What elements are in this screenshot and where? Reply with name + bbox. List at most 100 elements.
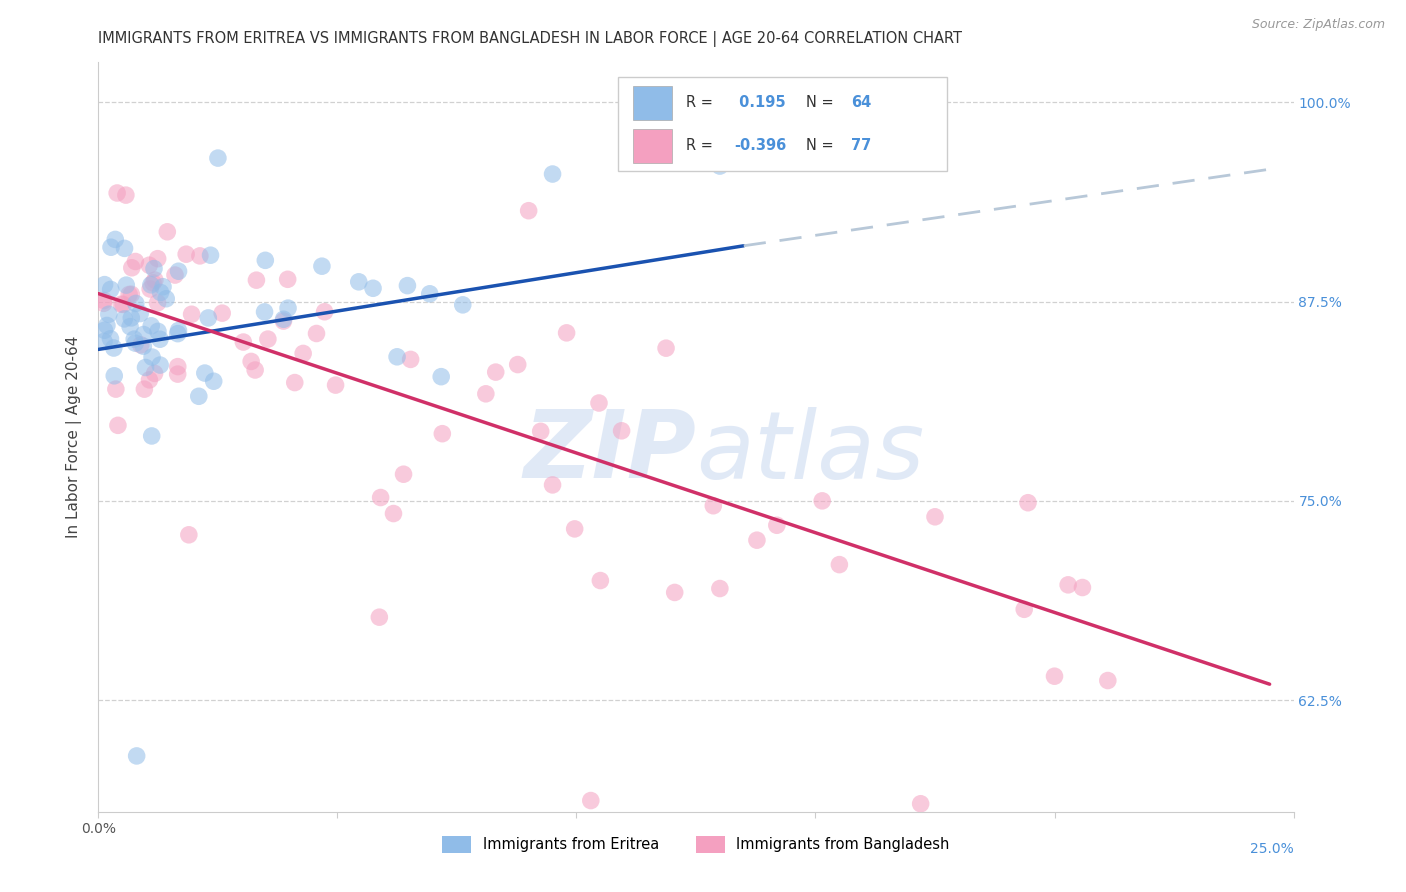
Point xyxy=(152,279,174,293)
Point xyxy=(100,332,122,346)
Text: 25.0%: 25.0% xyxy=(1250,842,1294,856)
Point xyxy=(211,306,233,320)
Point xyxy=(134,382,156,396)
Point xyxy=(1057,578,1080,592)
Point xyxy=(166,367,188,381)
Text: IMMIGRANTS FROM ERITREA VS IMMIGRANTS FROM BANGLADESH IN LABOR FORCE | AGE 20-64: IMMIGRANTS FROM ERITREA VS IMMIGRANTS FR… xyxy=(98,31,963,47)
Point xyxy=(1012,602,1035,616)
Point xyxy=(1097,673,1119,688)
Point xyxy=(1043,669,1066,683)
Point xyxy=(115,278,138,293)
Point xyxy=(202,374,225,388)
Point xyxy=(194,366,217,380)
Point xyxy=(93,334,115,349)
Legend: Immigrants from Eritrea, Immigrants from Bangladesh: Immigrants from Eritrea, Immigrants from… xyxy=(436,830,956,858)
Point xyxy=(530,425,553,439)
Point xyxy=(129,338,152,352)
Point xyxy=(115,188,138,202)
Text: Source: ZipAtlas.com: Source: ZipAtlas.com xyxy=(1251,18,1385,31)
Point xyxy=(122,332,145,346)
Point xyxy=(325,378,347,392)
Point xyxy=(541,167,564,181)
Point xyxy=(589,574,612,588)
Point xyxy=(664,585,686,599)
Point xyxy=(610,424,633,438)
Point xyxy=(166,326,188,341)
Point xyxy=(156,225,179,239)
Point xyxy=(200,248,222,262)
Point xyxy=(107,418,129,433)
Point xyxy=(253,305,276,319)
Text: R =: R = xyxy=(686,138,713,153)
Point xyxy=(138,373,160,387)
Point xyxy=(305,326,328,341)
Point xyxy=(368,610,391,624)
Point xyxy=(277,272,299,286)
FancyBboxPatch shape xyxy=(633,129,672,162)
Point xyxy=(910,797,932,811)
Point xyxy=(120,310,142,325)
Point xyxy=(139,282,162,296)
Point xyxy=(702,499,724,513)
Point xyxy=(143,261,166,276)
Point xyxy=(120,319,142,334)
Point xyxy=(141,429,163,443)
Point xyxy=(114,241,136,255)
Point xyxy=(709,159,731,173)
Point xyxy=(432,426,454,441)
Point xyxy=(311,259,333,273)
Point xyxy=(141,350,163,364)
Point xyxy=(139,277,162,292)
FancyBboxPatch shape xyxy=(619,78,948,171)
Point xyxy=(93,293,115,308)
Point xyxy=(149,332,172,346)
Text: 0.195: 0.195 xyxy=(734,95,786,111)
Point xyxy=(254,253,277,268)
Point xyxy=(1017,496,1039,510)
Point xyxy=(149,285,172,300)
Point xyxy=(110,297,132,311)
Point xyxy=(517,203,540,218)
Point xyxy=(430,369,453,384)
Point xyxy=(655,341,678,355)
Point xyxy=(138,258,160,272)
Point xyxy=(104,232,127,246)
Point xyxy=(103,341,125,355)
Point xyxy=(180,307,202,321)
Point xyxy=(745,533,768,548)
Point xyxy=(1071,581,1094,595)
Point xyxy=(103,368,125,383)
Point xyxy=(112,312,135,326)
Point xyxy=(93,277,115,292)
Point xyxy=(132,339,155,353)
Point xyxy=(419,286,441,301)
Point xyxy=(541,478,564,492)
FancyBboxPatch shape xyxy=(633,86,672,120)
Point xyxy=(96,318,118,333)
Point xyxy=(347,275,370,289)
Point xyxy=(163,268,186,282)
Point xyxy=(709,582,731,596)
Text: -0.396: -0.396 xyxy=(734,138,786,153)
Point xyxy=(97,307,120,321)
Point xyxy=(134,360,156,375)
Point xyxy=(124,254,146,268)
Point xyxy=(120,287,142,301)
Point xyxy=(240,354,263,368)
Point xyxy=(146,324,169,338)
Y-axis label: In Labor Force | Age 20-64: In Labor Force | Age 20-64 xyxy=(66,336,83,538)
Point xyxy=(112,297,135,311)
Point xyxy=(243,363,266,377)
Text: atlas: atlas xyxy=(696,407,924,498)
Point xyxy=(314,305,336,319)
Point xyxy=(188,249,211,263)
Point xyxy=(141,318,163,333)
Point xyxy=(273,314,295,328)
Point xyxy=(277,301,299,315)
Point xyxy=(167,324,190,338)
Point xyxy=(125,296,148,310)
Point xyxy=(273,312,295,326)
Point xyxy=(579,793,602,807)
Point xyxy=(118,287,141,301)
Point xyxy=(187,389,209,403)
